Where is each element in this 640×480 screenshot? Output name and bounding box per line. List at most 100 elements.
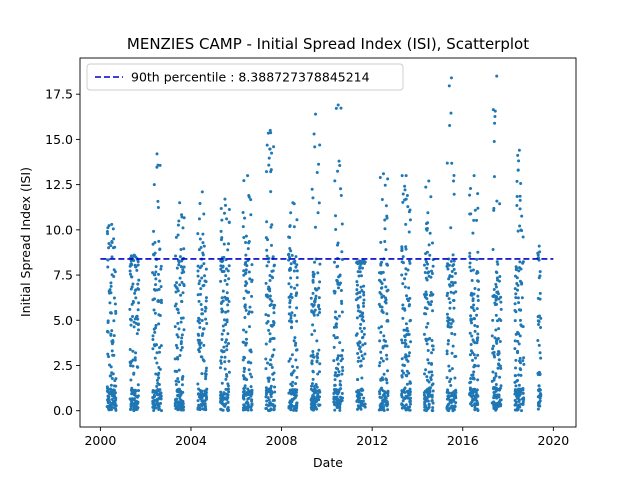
scatter-point xyxy=(151,390,155,394)
scatter-point xyxy=(468,331,472,335)
scatter-point xyxy=(445,349,449,353)
scatter-point xyxy=(224,297,228,301)
scatter-point xyxy=(537,322,541,326)
scatter-point xyxy=(159,394,163,398)
scatter-point xyxy=(114,404,118,408)
scatter-point xyxy=(182,216,186,220)
scatter-point xyxy=(516,153,520,157)
scatter-point xyxy=(380,325,384,329)
scatter-point xyxy=(492,287,496,291)
scatter-point xyxy=(384,403,388,407)
scatter-point xyxy=(355,283,359,287)
scatter-point xyxy=(204,372,208,376)
scatter-point xyxy=(338,274,342,278)
scatter-point xyxy=(538,270,542,274)
scatter-point xyxy=(496,292,500,296)
scatter-point xyxy=(264,342,268,346)
scatter-point xyxy=(201,327,205,331)
scatter-point xyxy=(109,244,113,248)
scatter-point xyxy=(379,387,383,391)
scatter-point xyxy=(469,314,473,318)
scatter-point xyxy=(473,403,477,407)
scatter-point xyxy=(269,190,273,194)
scatter-point xyxy=(383,218,387,222)
scatter-point xyxy=(450,269,454,273)
scatter-point xyxy=(386,288,390,292)
scatter-point xyxy=(518,367,522,371)
scatter-point xyxy=(288,357,292,361)
scatter-point xyxy=(468,381,472,385)
scatter-point xyxy=(497,395,501,399)
scatter-point xyxy=(401,255,405,259)
scatter-point xyxy=(339,193,343,197)
scatter-point xyxy=(134,288,138,292)
scatter-point xyxy=(241,211,245,215)
scatter-point xyxy=(289,249,293,253)
scatter-point xyxy=(197,299,201,303)
scatter-point xyxy=(431,401,435,405)
scatter-point xyxy=(451,283,455,287)
scatter-point xyxy=(227,359,231,363)
scatter-point xyxy=(250,263,254,267)
scatter-point xyxy=(176,308,180,312)
scatter-point xyxy=(242,370,246,374)
scatter-point xyxy=(176,321,180,325)
scatter-point xyxy=(333,383,337,387)
y-tick-label: 12.5 xyxy=(45,177,73,192)
scatter-point xyxy=(450,367,454,371)
scatter-point xyxy=(129,318,133,322)
scatter-point xyxy=(513,347,517,351)
scatter-point xyxy=(385,216,389,220)
scatter-point xyxy=(408,408,412,412)
scatter-point xyxy=(173,304,177,308)
scatter-point xyxy=(223,367,227,371)
scatter-point xyxy=(515,281,519,285)
scatter-point xyxy=(272,306,276,310)
scatter-point xyxy=(197,282,201,286)
scatter-point xyxy=(513,339,517,343)
scatter-point xyxy=(110,397,114,401)
scatter-point xyxy=(177,327,181,331)
scatter-point xyxy=(403,338,407,342)
scatter-point xyxy=(159,344,163,348)
scatter-point xyxy=(290,384,294,388)
scatter-point xyxy=(448,325,452,329)
scatter-point xyxy=(249,408,253,412)
scatter-point xyxy=(290,320,294,324)
scatter-point xyxy=(224,274,228,278)
scatter-point xyxy=(197,348,201,352)
scatter-point xyxy=(340,299,344,303)
scatter-point xyxy=(385,357,389,361)
scatter-point xyxy=(290,353,294,357)
scatter-point xyxy=(401,200,405,204)
scatter-point xyxy=(359,388,363,392)
scatter-point xyxy=(270,366,274,370)
scatter-point xyxy=(384,377,388,381)
scatter-point xyxy=(151,399,155,403)
scatter-point xyxy=(267,378,271,382)
scatter-point xyxy=(536,319,540,323)
scatter-point xyxy=(383,391,387,395)
scatter-point xyxy=(475,401,479,405)
scatter-point xyxy=(468,212,472,216)
scatter-point xyxy=(538,351,542,355)
scatter-point xyxy=(128,347,132,351)
scatter-point xyxy=(132,325,136,329)
scatter-point xyxy=(265,254,269,258)
scatter-point xyxy=(495,260,499,264)
scatter-point xyxy=(409,340,413,344)
scatter-point xyxy=(449,391,453,395)
scatter-point xyxy=(112,388,116,392)
scatter-point xyxy=(200,372,204,376)
scatter-point xyxy=(336,282,340,286)
scatter-point xyxy=(106,405,110,409)
y-tick-label: 15.0 xyxy=(45,132,73,147)
scatter-point xyxy=(400,393,404,397)
scatter-point xyxy=(316,211,320,215)
scatter-point xyxy=(294,265,298,269)
scatter-point xyxy=(226,407,230,411)
scatter-point xyxy=(495,271,499,275)
scatter-point xyxy=(359,359,363,363)
scatter-point xyxy=(403,277,407,281)
scatter-point xyxy=(289,285,293,289)
